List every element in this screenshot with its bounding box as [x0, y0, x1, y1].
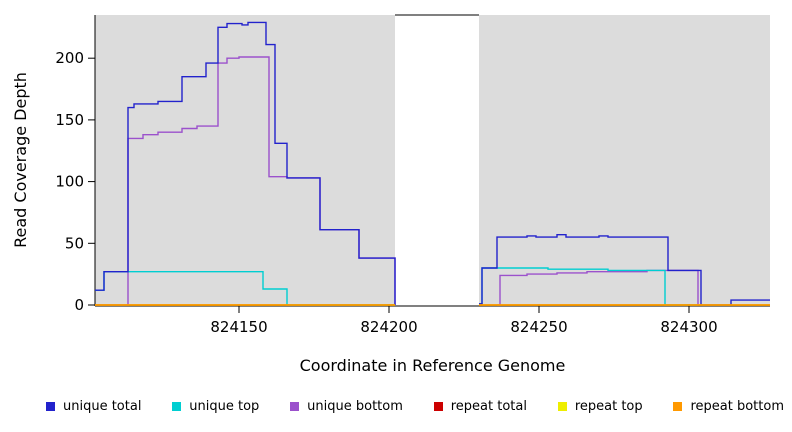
x-tick-label: 824150 — [210, 318, 267, 336]
coverage-plot: 824150 824200 824250 824300 0 50 100 150 200 Read… — [11, 14, 770, 336]
legend-label: repeat bottom — [690, 399, 784, 414]
x-tick-label: 824300 — [660, 318, 717, 336]
x-tick-label: 824250 — [510, 318, 567, 336]
legend-label: repeat total — [450, 399, 527, 414]
y-tick-label: 0 — [74, 296, 84, 314]
legend-item-unique-bottom: unique bottom — [290, 399, 403, 414]
legend-swatch-repeat-top — [557, 402, 567, 411]
legend-label: repeat top — [574, 399, 643, 414]
legend-item-repeat-bottom: repeat bottom — [673, 399, 784, 414]
y-tick-label: 150 — [55, 111, 84, 129]
x-tick-label: 824200 — [360, 318, 417, 336]
legend-label: unique bottom — [307, 399, 403, 414]
legend: unique total unique top unique bottom re… — [46, 399, 784, 414]
series-line-unique-total — [479, 234, 770, 306]
legend-swatch-unique-top — [172, 402, 182, 411]
x-axis-title: Coordinate in Reference Genome — [299, 356, 566, 375]
legend-swatch-unique-bottom — [290, 402, 300, 411]
legend-swatch-repeat-total — [433, 402, 443, 411]
legend-item-repeat-top: repeat top — [557, 399, 643, 414]
legend-swatch-unique-total — [46, 402, 55, 411]
legend-label: unique top — [189, 399, 260, 414]
y-tick-label: 50 — [65, 234, 84, 252]
plot-background-left — [95, 15, 395, 305]
y-tick-label: 200 — [55, 49, 84, 67]
y-tick-label: 100 — [55, 173, 84, 191]
legend-item-unique-total: unique total — [46, 399, 141, 414]
legend-label: unique total — [63, 399, 142, 414]
series-line-unique-total — [95, 21, 396, 305]
legend-item-repeat-total: repeat total — [433, 399, 527, 414]
legend-swatch-repeat-bottom — [673, 402, 683, 411]
plot-background-right — [479, 15, 770, 305]
y-axis-title: Read Coverage Depth — [11, 72, 30, 248]
legend-item-unique-top: unique top — [172, 399, 259, 414]
